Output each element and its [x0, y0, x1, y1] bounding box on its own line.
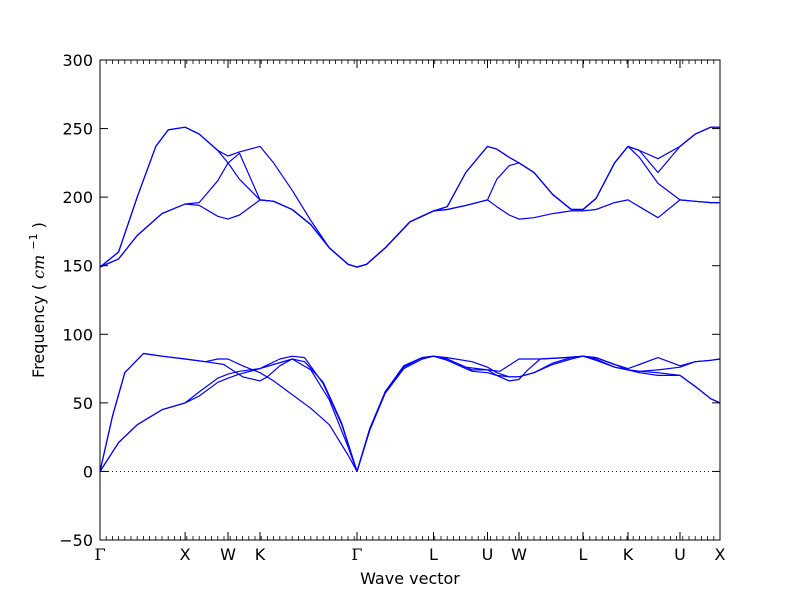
- x-tick-label: L: [429, 545, 438, 564]
- x-tick-label: K: [255, 545, 266, 564]
- band-line-8: [99, 126, 720, 268]
- x-tick-label: L: [579, 545, 588, 564]
- y-axis-label-paren-open: (: [29, 284, 48, 290]
- y-tick-label: −50: [59, 531, 93, 550]
- y-axis-label-unit-exponent: −1: [27, 233, 40, 249]
- x-tick-label: K: [623, 545, 634, 564]
- y-tick-label: 0: [83, 462, 93, 481]
- y-tick-label: 300: [62, 51, 93, 70]
- y-axis-label-paren-close: ): [29, 222, 48, 228]
- x-tick-label: U: [482, 545, 494, 564]
- y-axis-label: Frequency ( cm −1 ): [22, 222, 48, 378]
- y-axis: −50 0 50 100 150 200 250 300: [59, 51, 720, 550]
- y-tick-label: 150: [62, 257, 93, 276]
- x-axis-label: Wave vector: [360, 569, 460, 588]
- plot-frame: [99, 59, 721, 541]
- y-tick-label: 250: [62, 120, 93, 139]
- x-tick-label: U: [674, 545, 686, 564]
- x-tick-label: W: [220, 545, 236, 564]
- minor-ticks: [99, 60, 721, 540]
- y-tick-label: 100: [62, 325, 93, 344]
- x-tick-label: X: [715, 545, 726, 564]
- x-tick-label: Γ: [351, 545, 362, 564]
- y-axis-label-unit: cm: [29, 255, 48, 279]
- x-tick-label: X: [180, 545, 191, 564]
- band-line-4: [99, 352, 721, 472]
- y-tick-label: 200: [62, 188, 93, 207]
- y-tick-label: 50: [73, 394, 93, 413]
- x-tick-label: W: [511, 545, 527, 564]
- series-layer: [99, 126, 721, 472]
- y-axis-label-text: Frequency: [29, 295, 48, 378]
- x-tick-label: Γ: [94, 545, 105, 564]
